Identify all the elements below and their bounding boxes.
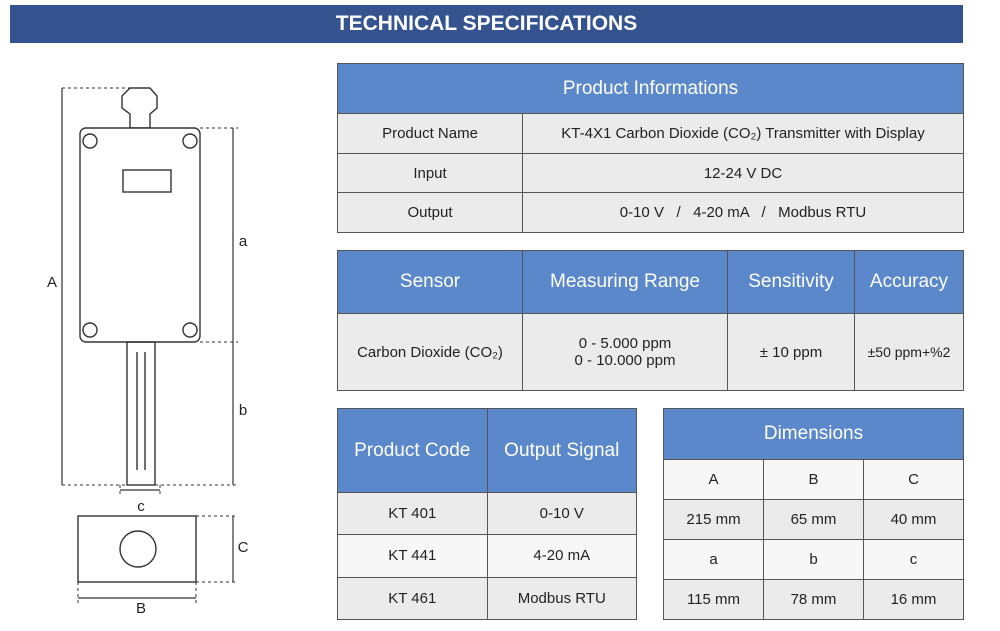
layout-rect [77,515,197,583]
layout-table: Product Informations Product Name KT-4X1 … [337,62,964,233]
cell: a [663,539,764,580]
cell: 16 mm [863,578,964,621]
cell: ±50 ppm+%2 [854,313,964,391]
layout-circle [82,133,98,149]
layout-table: Sensor Measuring Range Sensitivity Accuracy… [337,250,964,391]
sensor-table: Sensor Measuring Range Sensitivity Accuracy… [337,250,964,391]
dimension-label: A [47,274,57,291]
column-header: Sensitivity [727,250,855,314]
layout-path [136,352,146,470]
column-header: Accuracy [854,250,964,314]
column-header: B [763,459,864,501]
dimension-label: C [238,539,249,556]
cell: 65 mm [763,499,864,541]
dimension-label: a [239,233,248,250]
cell: 4-20 mA [486,534,637,578]
layout-tr: Sensor Measuring Range Sensitivity Accuracy [337,250,964,314]
cell: 215 mm [663,499,764,541]
row-label: Input [337,152,523,194]
cell: 0 - 5.000 ppm 0 - 10.000 ppm [522,313,728,391]
product-info-table: Product Informations Product Name KT-4X1 … [337,62,964,233]
range-line: 0 - 10.000 ppm [574,352,676,369]
layout-g [62,87,238,603]
dimension-label: c [137,498,145,515]
layout-tr: 215 mm 65 mm 40 mm [663,499,964,541]
layout-tr: Dimensions [663,407,964,461]
codes-table: Product Code Output Signal KT 401 0-10 V K… [337,408,637,621]
layout-tr: Carbon Dioxide (CO₂) 0 - 5.000 ppm 0 - 10.… [337,313,964,391]
table-title: Product Informations [337,62,964,115]
layout-rect [126,341,156,486]
layout-tr: Product Name KT-4X1 Carbon Dioxide (CO₂) … [337,113,964,154]
layout-rect [122,169,172,193]
cell: KT 441 [337,534,488,578]
dimension-label: B [136,600,146,617]
layout-g [61,88,234,599]
row-value: 12-24 V DC [522,152,964,194]
layout-path [62,87,238,603]
layout-table: Product Code Output Signal KT 401 0-10 V K… [337,408,637,621]
layout-tr: Product Code Output Signal [337,408,637,493]
cell: Modbus RTU [486,576,637,621]
column-header: Sensor [337,250,523,314]
row-value: KT-4X1 Carbon Dioxide (CO₂) Transmitter … [522,113,964,154]
column-header: Product Code [337,408,488,493]
layout-path [61,88,234,599]
layout-circle [82,322,98,338]
column-header: Output Signal [486,408,637,493]
cell: Carbon Dioxide (CO₂) [337,313,523,391]
layout-tr: Output 0-10 V / 4-20 mA / Modbus RTU [337,192,964,233]
layout-rect [79,127,201,343]
cell: 115 mm [663,578,764,621]
cell: b [763,539,864,580]
layout-tr: 115 mm 78 mm 16 mm [663,578,964,621]
column-header: C [863,459,964,501]
cell: KT 401 [337,491,488,536]
cell: 78 mm [763,578,864,621]
layout-tr: KT 401 0-10 V [337,491,637,536]
layout-tr: Input 12-24 V DC [337,152,964,194]
cell: 40 mm [863,499,964,541]
device-drawing: A a b c C B [47,87,249,617]
cell: 0-10 V [486,491,637,536]
cell: ± 10 ppm [727,313,855,391]
layout-circle [119,530,157,568]
column-header: Measuring Range [522,250,728,314]
layout-tbody: Product Code Output Signal KT 401 0-10 V K… [337,408,637,621]
cell: KT 461 [337,576,488,621]
layout-tr: KT 441 4-20 mA [337,534,637,578]
layout-tbody: Product Informations Product Name KT-4X1 … [337,62,964,233]
range-line: 0 - 5.000 ppm [578,335,672,352]
layout-circle [182,322,198,338]
layout-g [77,87,201,583]
page-title: TECHNICAL SPECIFICATIONS [10,5,963,43]
column-header: A [663,459,764,501]
cell: c [863,539,964,580]
row-label: Output [337,192,523,233]
layout-tr: KT 461 Modbus RTU [337,576,637,621]
dimension-label: b [239,402,247,419]
layout-circle [182,133,198,149]
layout-path [121,87,158,129]
layout-tbody: Sensor Measuring Range Sensitivity Accuracy… [337,250,964,391]
row-value: 0-10 V / 4-20 mA / Modbus RTU [522,192,964,233]
row-label: Product Name [337,113,523,154]
layout-tr: Product Informations [337,62,964,115]
table-title: Dimensions [663,407,964,461]
